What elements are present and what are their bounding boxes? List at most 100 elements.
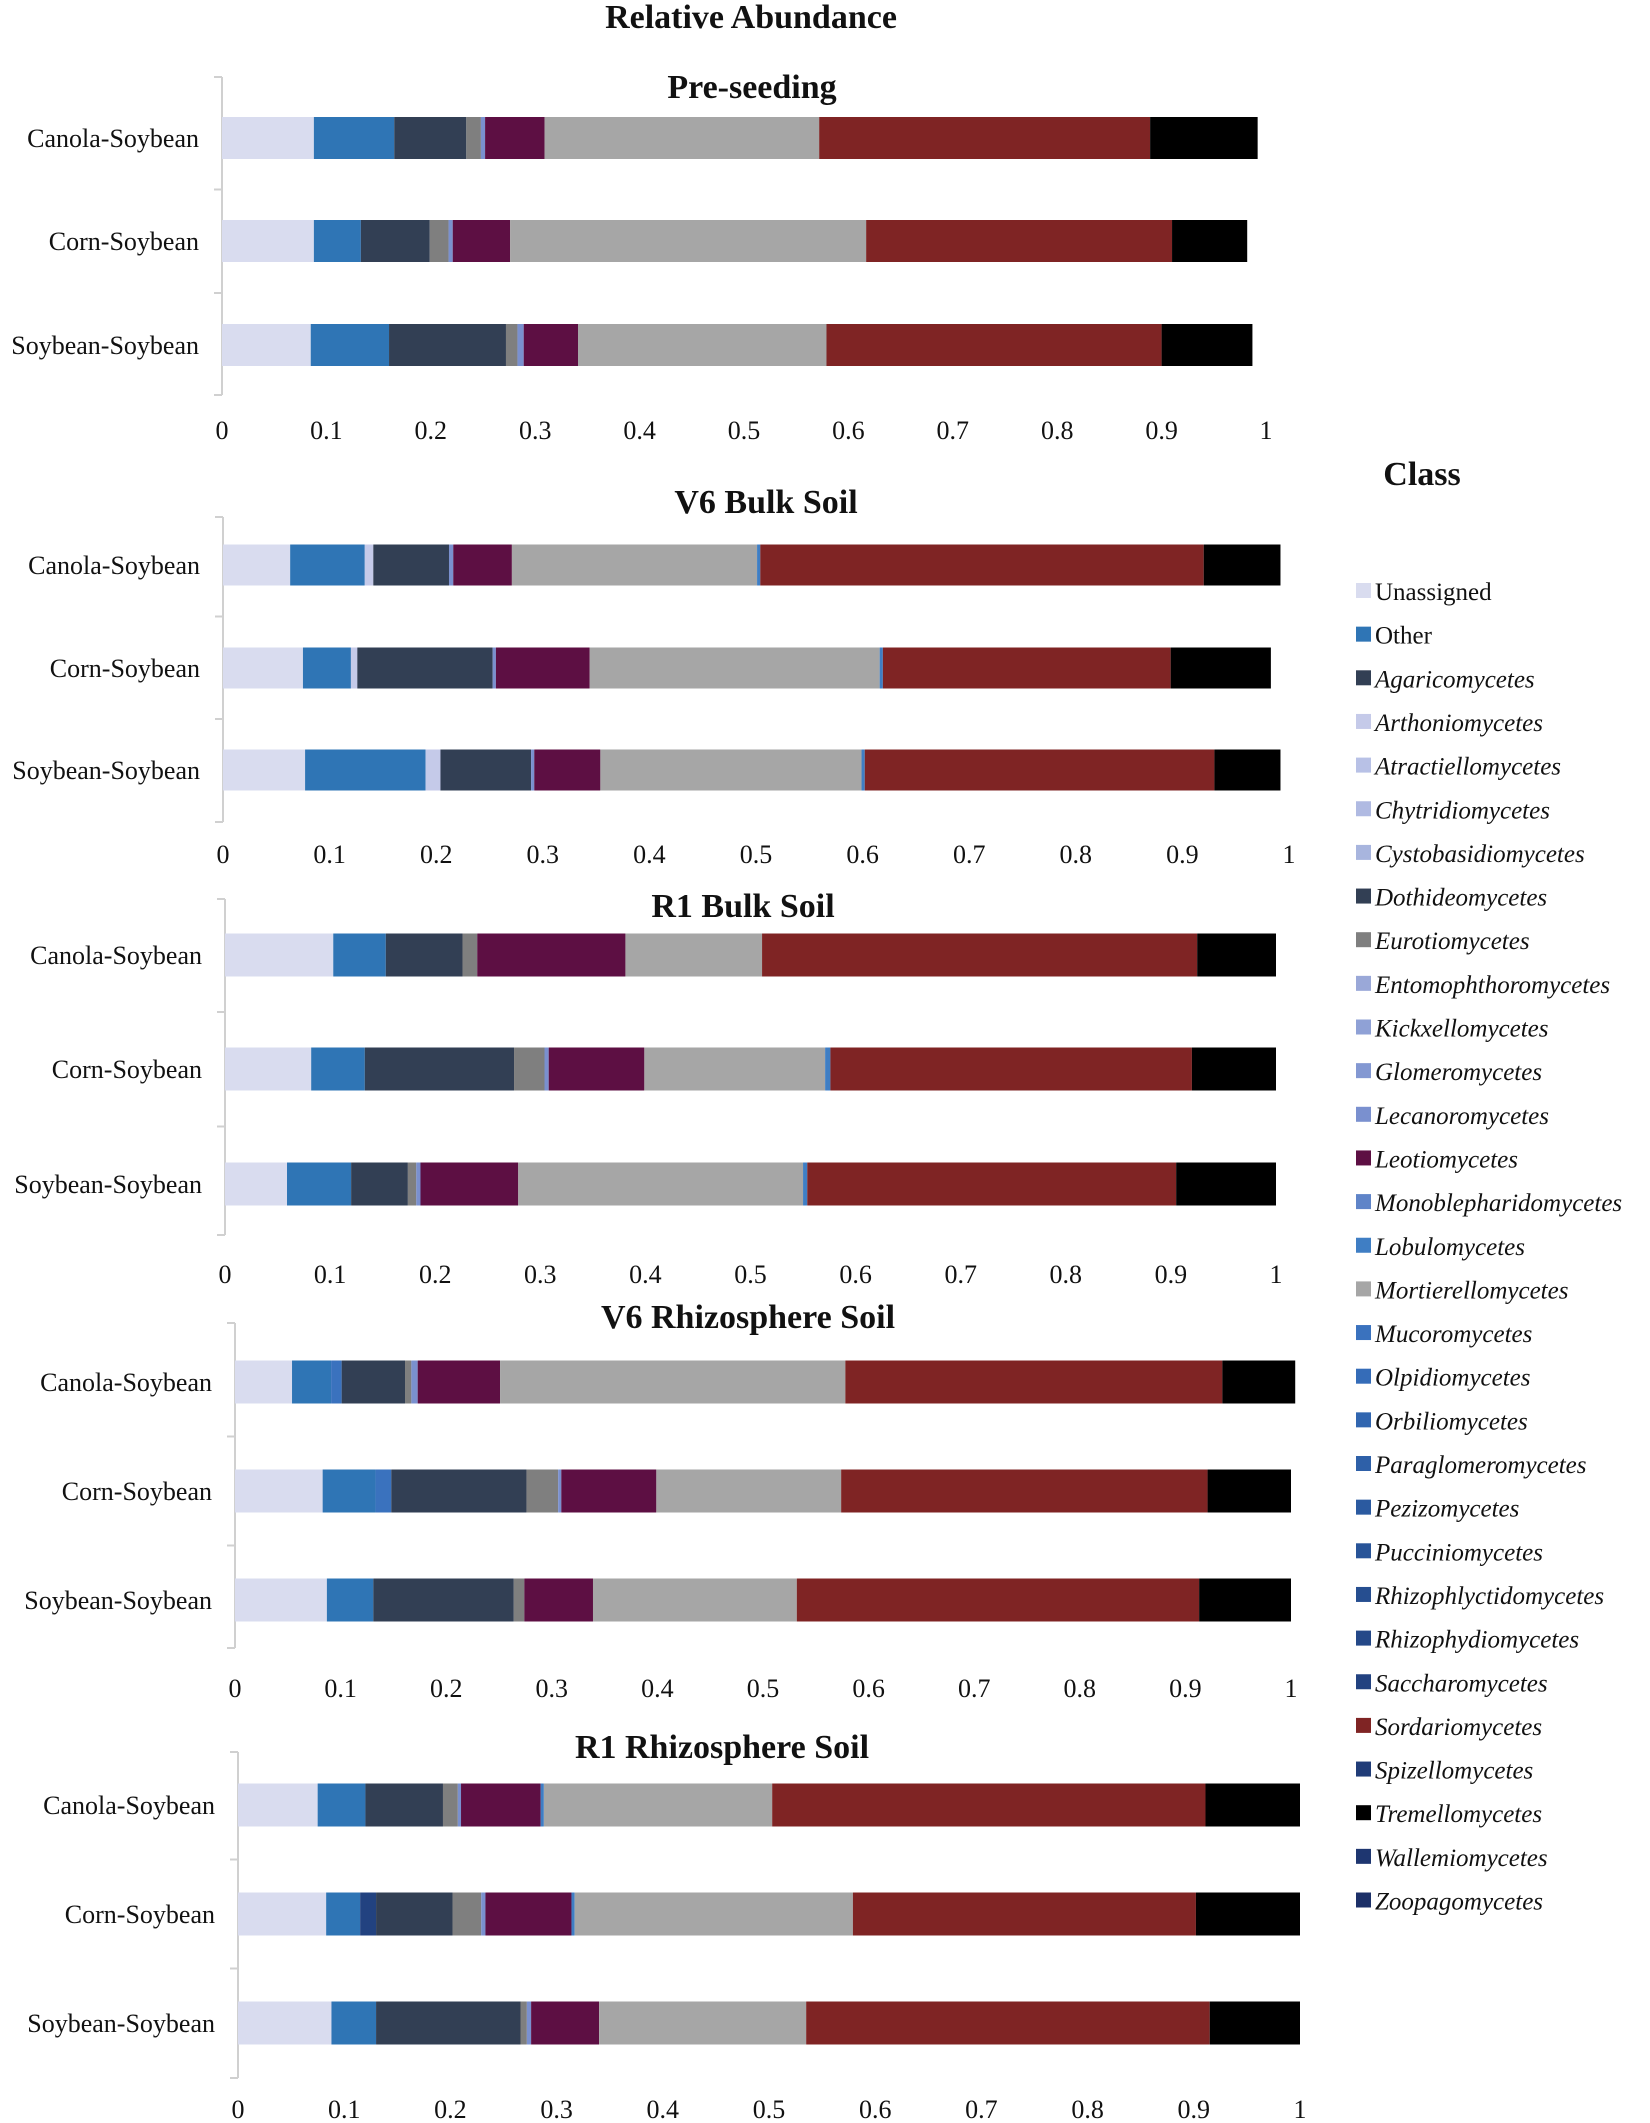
x-tick-label: 0.2 [420, 840, 453, 869]
bar-segment-arthoniomycetes [425, 749, 441, 791]
x-tick-label: 1 [1260, 416, 1273, 445]
bar-segment-leotiomycetes [420, 1162, 519, 1206]
legend-item-arthoniomycetes: Arthoniomycetes [1356, 710, 1543, 737]
x-tick-label: 0.1 [313, 840, 346, 869]
legend-label: Pucciniomycetes [1374, 1539, 1543, 1566]
bar-segment-sordariomycetes [819, 117, 1151, 159]
legend-label: Cystobasidiomycetes [1375, 841, 1585, 868]
legend-label: Unassigned [1375, 579, 1492, 606]
legend-label: Spizellomycetes [1375, 1758, 1533, 1785]
legend-label: Tremellomycetes [1375, 1801, 1542, 1828]
panel-title: R1 Rhizosphere Soil [575, 1729, 869, 1766]
legend-swatch [1356, 1499, 1371, 1515]
bar-segment-sordariomycetes [866, 220, 1173, 262]
legend-label: Other [1375, 623, 1433, 650]
bar-segment-unassigned [225, 933, 334, 977]
legend-label: Olpidiomycetes [1375, 1365, 1531, 1392]
bar-segment-eurotiomycetes [407, 1162, 417, 1206]
x-tick-label: 0.4 [641, 1674, 674, 1703]
legend-item-olpidiomycetes: Olpidiomycetes [1356, 1365, 1531, 1392]
bar-segment-sordariomycetes [806, 2001, 1210, 2045]
legend-label: Lecanoromycetes [1374, 1103, 1549, 1130]
panel-title: R1 Bulk Soil [651, 888, 834, 925]
x-tick-label: 0.3 [540, 2095, 573, 2123]
category-label: Canola-Soybean [27, 124, 199, 153]
panel-r1-bulk-soil: R1 Bulk Soil Canola-Soybean Corn-Soybean So… [14, 888, 1282, 1289]
bar-segment-other [311, 1047, 365, 1091]
bar-segment-unassigned [223, 647, 303, 689]
x-tick-label: 0 [217, 840, 230, 869]
bar-segment-other [310, 324, 390, 366]
legend-item-wallemiomycetes: Wallemiomycetes [1356, 1845, 1548, 1872]
category-label: Soybean-Soybean [27, 2009, 215, 2038]
legend-item-atractiellomycetes: Atractiellomycetes [1356, 754, 1561, 781]
legend-item-lecanoromycetes: Lecanoromycetes [1356, 1103, 1549, 1130]
bar-segment-tremellomycetes [1203, 544, 1281, 586]
bar-segment-mortierellomycetes [543, 1783, 773, 1827]
legend-swatch [1356, 1063, 1371, 1079]
legend-label: Sordariomycetes [1375, 1714, 1542, 1741]
bar-segment-tremellomycetes [1170, 647, 1271, 689]
legend-label: Mortierellomycetes [1374, 1277, 1568, 1304]
bar-canola-soybean [235, 1360, 1296, 1404]
legend-item-dothideomycetes: Dothideomycetes [1356, 885, 1547, 912]
legend-item-eurotiomycetes: Eurotiomycetes [1356, 928, 1530, 955]
bar-segment-eurotiomycetes [452, 1892, 482, 1936]
x-tick-label: 0.9 [1145, 416, 1178, 445]
bar-segment-agaricomycetes [376, 2001, 521, 2045]
panel-r1-rhizosphere-soil: R1 Rhizosphere Soil Canola-Soybean Corn-So… [27, 1729, 1306, 2123]
legend-label: Wallemiomycetes [1375, 1845, 1548, 1872]
x-tick-label: 0 [219, 1260, 232, 1289]
legend-label: Entomophthoromycetes [1374, 972, 1610, 999]
bar-segment-lobulomycetes [757, 544, 761, 586]
bar-segment-other [287, 1162, 352, 1206]
x-tick-label: 0.5 [728, 416, 761, 445]
x-tick-label: 0.2 [419, 1260, 452, 1289]
bar-segment-mortierellomycetes [625, 933, 763, 977]
bar-segment-arthoniomycetes [364, 544, 374, 586]
x-tick-label: 0.5 [734, 1260, 767, 1289]
legend-swatch [1356, 757, 1371, 773]
x-tick-label: 0 [216, 416, 229, 445]
legend-label: Eurotiomycetes [1374, 928, 1530, 955]
x-tick-label: 0.9 [1169, 1674, 1202, 1703]
legend-label: Arthoniomycetes [1373, 710, 1543, 737]
category-label: Canola-Soybean [43, 1791, 215, 1820]
bar-segment-other [333, 933, 386, 977]
bar-segment-lobulomycetes [879, 647, 883, 689]
bar-segment-other [313, 220, 361, 262]
bar-segment-leotiomycetes [461, 1783, 541, 1827]
panels: Pre-seeding Canola-Soybean Corn-Soybean Soy… [11, 69, 1306, 2123]
bar-segment-unassigned [223, 749, 306, 791]
x-tick-label: 0.8 [1060, 840, 1093, 869]
bar-segment-lecanoromycetes [531, 749, 535, 791]
x-tick-label: 0.2 [430, 1674, 463, 1703]
bar-segment-lecanoromycetes [517, 324, 524, 366]
category-label: Canola-Soybean [30, 941, 202, 970]
legend-label: Chytridiomycetes [1375, 797, 1550, 824]
legend-label: Agaricomycetes [1373, 666, 1535, 693]
x-tick-label: 0.5 [747, 1674, 780, 1703]
x-tick-label: 1 [1270, 1260, 1283, 1289]
bar-segment-agaricomycetes [440, 749, 532, 791]
bar-segment-other [292, 1360, 332, 1404]
x-tick-label: 0.3 [536, 1674, 569, 1703]
bar-segment-tremellomycetes [1176, 1162, 1276, 1206]
bar-segment-lecanoromycetes [480, 117, 486, 159]
x-tick-label: 0.7 [937, 416, 970, 445]
bar-segment-mortierellomycetes [600, 749, 862, 791]
legend-swatch [1356, 1194, 1371, 1210]
bar-segment-tremellomycetes [1222, 1360, 1296, 1404]
bar-segment-leotiomycetes [524, 1578, 593, 1622]
bar-segment-lobulomycetes [571, 1892, 575, 1936]
bar-segment-unassigned [235, 1578, 327, 1622]
legend-swatch [1356, 1325, 1371, 1341]
bar-segment-mortierellomycetes [578, 324, 827, 366]
bar-segment-lobulomycetes [803, 1162, 808, 1206]
bar-segment-other [326, 1578, 374, 1622]
bar-segment-unassigned [222, 117, 314, 159]
x-tick-label: 1 [1283, 840, 1296, 869]
bar-segment-agaricomycetes [351, 1162, 408, 1206]
legend-label: Rhizophydiomycetes [1374, 1627, 1579, 1654]
legend-item-tremellomycetes: Tremellomycetes [1356, 1801, 1542, 1828]
